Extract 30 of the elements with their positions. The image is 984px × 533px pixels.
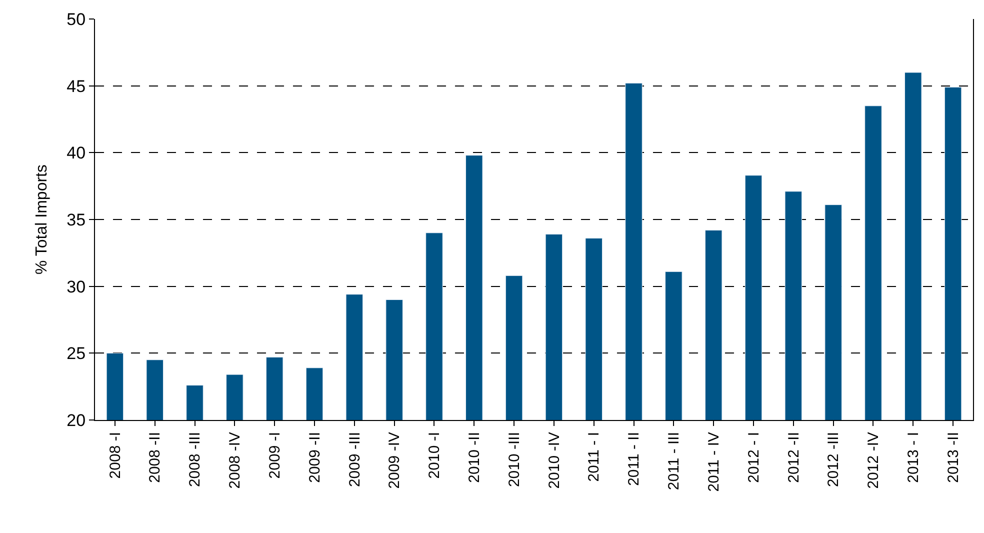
x-tick-label: 2011 - III — [666, 432, 683, 490]
x-tick-label: 2008 -I — [106, 432, 124, 479]
x-tick-label: 2009 -III — [346, 432, 364, 488]
x-tick-label: 2009 -I — [266, 432, 284, 479]
y-tick-label: 30 — [66, 277, 86, 296]
y-tick-label: 20 — [66, 410, 86, 430]
y-tick-label: 25 — [66, 344, 86, 364]
x-tick-label: 2009 -II — [306, 432, 324, 483]
x-tick-label: 2008 -II — [146, 432, 164, 483]
x-tick-label: 2011 - I — [586, 432, 603, 482]
y-tick-label: 35 — [66, 210, 86, 230]
x-tick-label: 2012 -II — [785, 432, 802, 483]
x-tick-label: 2012 -IV — [865, 432, 882, 489]
x-tick-label: 2012 - I — [745, 432, 762, 483]
x-tick-label: 2010 -II — [466, 432, 484, 483]
x-tick-label: 2010 -III — [506, 432, 523, 488]
x-tick-label: 2008 -IV — [226, 432, 244, 489]
y-tick-label: 50 — [66, 10, 86, 29]
x-tick-label: 2011 - II — [626, 432, 643, 486]
x-tick-label: 2011 - IV — [705, 432, 722, 492]
x-tick-label: 2009 -IV — [386, 432, 404, 489]
y-axis-title: % Total Imports — [34, 164, 51, 274]
y-tick-label: 40 — [66, 144, 86, 163]
x-tick-label: 2012 -III — [825, 432, 842, 488]
x-tick-label: 2010 -I — [426, 432, 444, 479]
y-tick-label: 45 — [66, 76, 86, 96]
x-tick-label: 2013 -II — [944, 432, 962, 483]
x-tick-label: 2008 -III — [186, 432, 204, 488]
x-tick-label: 2013 - I — [905, 432, 922, 483]
x-tick-label: 2010 -IV — [546, 432, 563, 489]
